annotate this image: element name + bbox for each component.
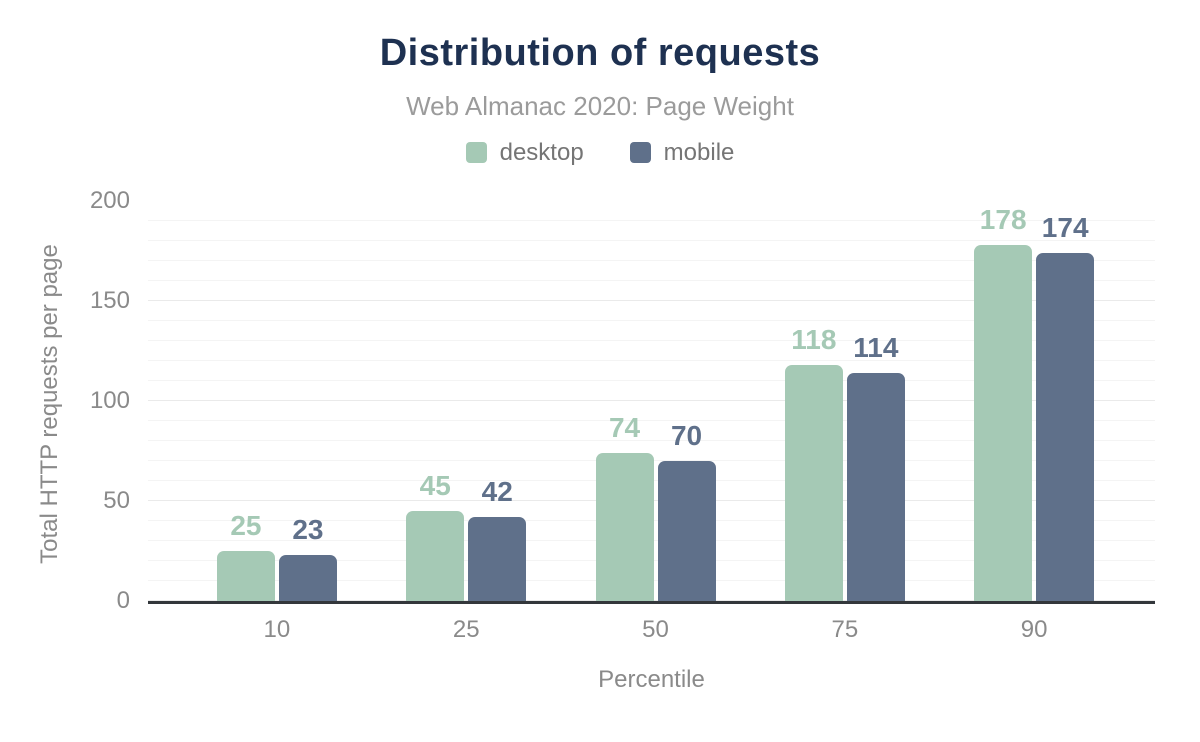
bar-desktop	[216, 550, 275, 601]
y-axis-title: Total HTTP requests per page	[36, 244, 63, 564]
bar-column-desktop: 74	[595, 411, 654, 601]
bar-mobile	[278, 554, 337, 601]
bar-column-mobile: 70	[657, 419, 716, 601]
chart-subtitle: Web Almanac 2020: Page Weight	[406, 90, 794, 121]
bar-mobile	[1036, 252, 1095, 601]
bar-column-desktop: 45	[406, 469, 465, 601]
x-tick-label: 75	[831, 615, 859, 643]
bar-desktop	[784, 364, 843, 601]
bar-value-mobile: 174	[1041, 211, 1089, 243]
bar-value-mobile: 114	[853, 331, 899, 363]
bar-column-mobile: 42	[468, 475, 527, 601]
chart-title: Distribution of requests	[379, 32, 821, 74]
bar-mobile	[846, 372, 905, 601]
y-tick-label: 50	[103, 486, 130, 514]
bar-value-desktop: 118	[791, 323, 837, 355]
bar-column-mobile: 114	[846, 331, 905, 601]
bar-value-mobile: 42	[481, 475, 513, 507]
bar-value-desktop: 74	[608, 411, 641, 443]
y-tick-label: 150	[89, 286, 130, 314]
bar-column-desktop: 178	[974, 203, 1033, 601]
x-tick-label: 25	[452, 615, 480, 643]
legend-label: mobile	[663, 138, 735, 166]
bar-value-mobile: 70	[670, 419, 703, 451]
bar-column-mobile: 174	[1036, 211, 1095, 601]
legend-label: desktop	[499, 138, 584, 166]
bar-group-25: 45 42 25	[406, 469, 527, 641]
x-axis-title: Percentile	[598, 665, 705, 693]
bar-desktop	[406, 510, 465, 601]
bar-group-50: 74 70 50	[595, 411, 716, 641]
legend: desktop mobile	[0, 139, 1200, 167]
bar-desktop	[974, 244, 1033, 601]
bar-value-desktop: 45	[419, 469, 451, 501]
y-tick-label: 0	[116, 586, 130, 614]
bar-column-desktop: 118	[784, 323, 843, 601]
bar-group-10: 25 23 10	[216, 509, 337, 641]
legend-swatch-mobile	[629, 142, 651, 164]
bar-desktop	[595, 452, 654, 601]
bar-value-mobile: 23	[292, 513, 324, 545]
y-tick-label: 100	[89, 386, 130, 414]
bar-mobile	[657, 460, 716, 601]
bar-value-desktop: 25	[230, 509, 262, 541]
bar-mobile	[468, 516, 527, 601]
x-tick-label: 10	[263, 615, 291, 643]
x-tick-label: 90	[1020, 615, 1048, 643]
y-tick-label: 200	[89, 186, 130, 214]
bar-group-75: 118 114 75	[784, 323, 905, 641]
legend-item-desktop: desktop	[465, 138, 584, 167]
legend-item-mobile: mobile	[629, 138, 735, 167]
plot-area: 0 50 100 150 200 25 23 10 45 42 25 74 70 50 118 114 75 17…	[90, 188, 1155, 641]
bar-group-90: 178 174 90	[974, 203, 1095, 641]
legend-swatch-desktop	[465, 142, 487, 164]
x-tick-label: 50	[642, 615, 669, 643]
bar-column-mobile: 23	[278, 513, 337, 601]
bar-column-desktop: 25	[216, 509, 275, 601]
chart-area: Total HTTP requests per page 0 50 100 150 20…	[0, 188, 1200, 694]
bar-value-desktop: 178	[979, 203, 1027, 235]
